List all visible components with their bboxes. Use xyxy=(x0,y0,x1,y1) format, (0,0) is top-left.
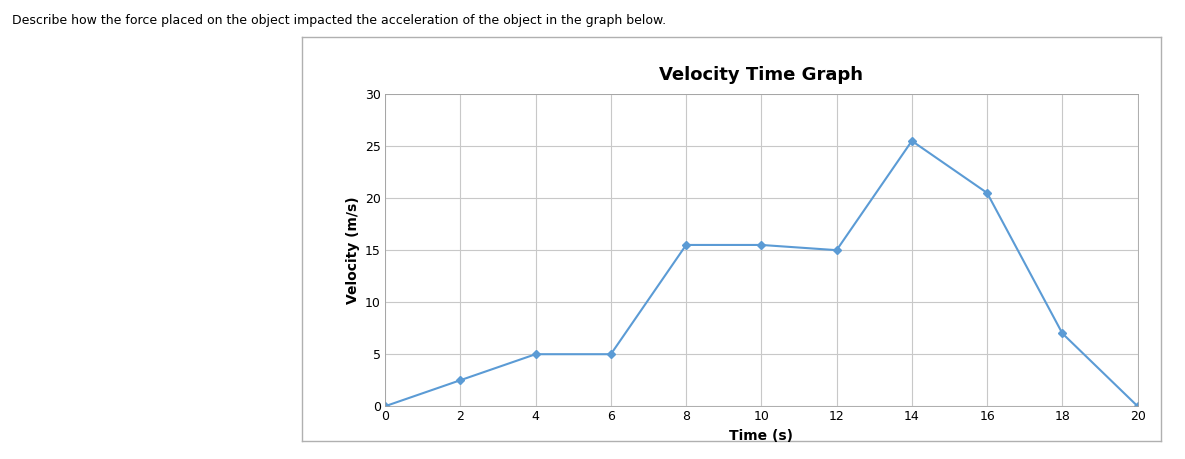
Text: Describe how the force placed on the object impacted the acceleration of the obj: Describe how the force placed on the obj… xyxy=(12,14,666,27)
X-axis label: Time (s): Time (s) xyxy=(729,429,794,443)
Y-axis label: Velocity (m/s): Velocity (m/s) xyxy=(346,196,359,304)
Title: Velocity Time Graph: Velocity Time Graph xyxy=(659,66,864,84)
